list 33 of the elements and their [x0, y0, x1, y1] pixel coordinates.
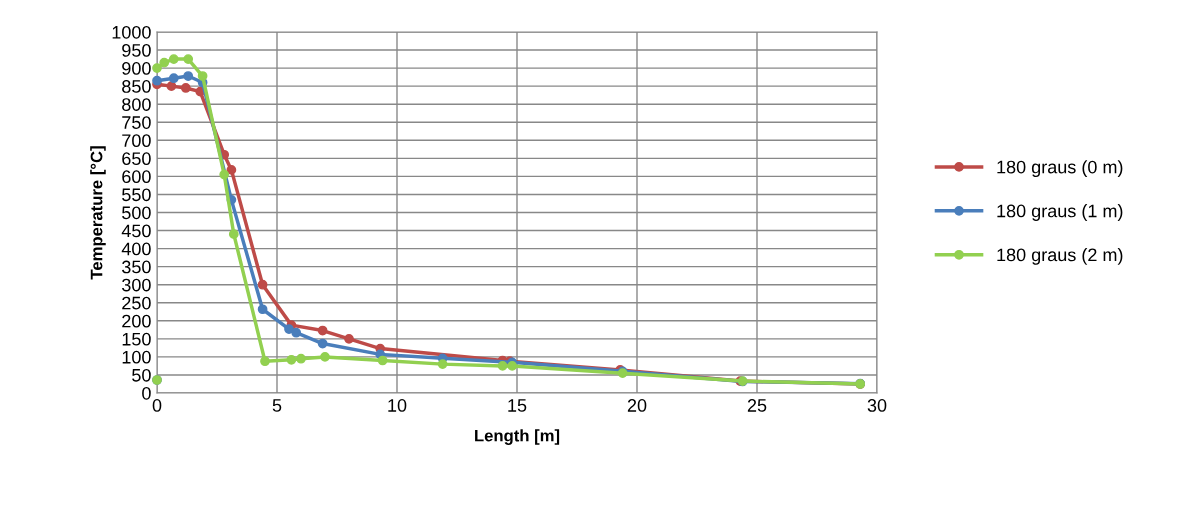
y-tick-label: 150	[122, 332, 151, 346]
y-tick-label: 100	[122, 350, 151, 364]
x-tick-label: 0	[152, 399, 162, 412]
y-tick-label: 850	[122, 80, 151, 93]
x-tick-label: 10	[388, 399, 407, 412]
legend-label: 180 graus (2 m)	[997, 248, 1123, 265]
legend-label: 180 graus (0 m)	[997, 160, 1123, 177]
y-tick-label: 550	[122, 188, 151, 202]
y-tick-label: 350	[122, 260, 151, 274]
x-tick-label: 30	[867, 399, 887, 412]
y-tick-label: 600	[122, 170, 151, 184]
y-tick-label: 450	[121, 224, 151, 238]
y-tick-label: 1000	[112, 25, 151, 39]
x-tick-label: 25	[747, 399, 767, 412]
y-tick-label: 50	[132, 368, 151, 382]
y-tick-label: 800	[122, 98, 151, 111]
legend-label: 180 graus (1 m)	[997, 204, 1123, 221]
x-axis-title: Length [m]	[475, 429, 560, 445]
y-tick-label: 250	[122, 296, 151, 310]
y-tick-label: 950	[122, 43, 151, 57]
y-tick-label: 650	[122, 152, 151, 166]
y-tick-label: 0	[142, 386, 151, 400]
y-tick-label: 700	[122, 134, 151, 148]
x-tick-label: 20	[627, 399, 647, 412]
y-tick-label: 750	[122, 116, 151, 129]
y-tick-label: 400	[121, 242, 151, 256]
y-tick-label: 500	[122, 206, 151, 220]
y-axis-title: Temperature [°C]	[90, 146, 106, 280]
x-tick-label: 15	[508, 399, 527, 412]
y-tick-label: 300	[122, 278, 151, 292]
y-tick-label: 200	[122, 314, 151, 328]
x-tick-label: 5	[272, 399, 282, 412]
y-tick-label: 900	[122, 62, 151, 75]
